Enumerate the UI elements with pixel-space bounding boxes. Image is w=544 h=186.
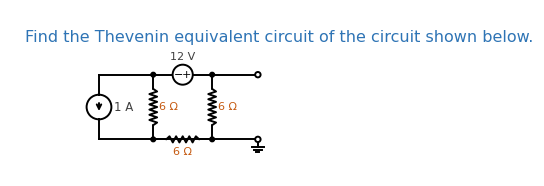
- Circle shape: [255, 72, 261, 77]
- Text: 12 V: 12 V: [170, 52, 195, 62]
- Circle shape: [255, 137, 261, 142]
- Text: 6 Ω: 6 Ω: [159, 102, 178, 112]
- Circle shape: [151, 72, 156, 77]
- Circle shape: [172, 65, 193, 85]
- Circle shape: [210, 137, 214, 142]
- Circle shape: [151, 137, 156, 142]
- Circle shape: [210, 72, 214, 77]
- Text: 1 A: 1 A: [114, 100, 133, 113]
- Text: Find the Thevenin equivalent circuit of the circuit shown below.: Find the Thevenin equivalent circuit of …: [24, 30, 533, 45]
- Text: 6 Ω: 6 Ω: [218, 102, 237, 112]
- Text: +: +: [182, 70, 191, 80]
- Text: −: −: [174, 70, 183, 80]
- Text: 6 Ω: 6 Ω: [173, 147, 192, 157]
